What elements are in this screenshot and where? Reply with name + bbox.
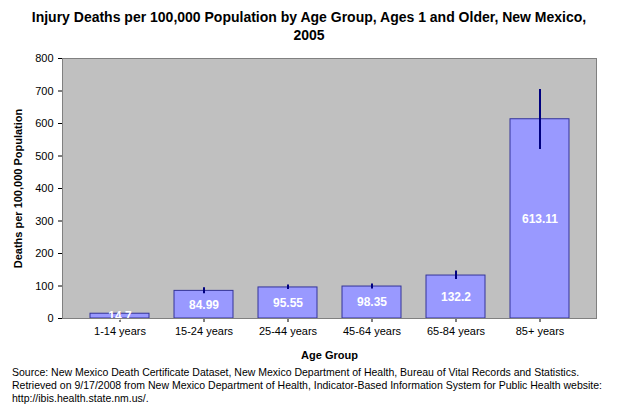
svg-text:600: 600	[35, 117, 53, 129]
html-text:Source: New Mexico Death Certi: Source: New Mexico Death Certificate Dat…	[12, 366, 602, 404]
svg-text:14.7: 14.7	[108, 309, 132, 323]
svg-text:45-64 years: 45-64 years	[343, 325, 402, 337]
svg-text:700: 700	[35, 85, 53, 97]
svg-text:200: 200	[35, 247, 53, 259]
svg-text:0: 0	[47, 312, 53, 324]
svg-text:400: 400	[35, 182, 53, 194]
svg-text:85+ years: 85+ years	[516, 325, 565, 337]
svg-text:100: 100	[35, 280, 53, 292]
html-text:Injury Deaths per 100,000 Popu: Injury Deaths per 100,000 Population by …	[31, 9, 587, 43]
svg-text:300: 300	[35, 215, 53, 227]
svg-text:15-24 years: 15-24 years	[175, 325, 234, 337]
svg-text:25-44 years: 25-44 years	[259, 325, 318, 337]
svg-text:84.99: 84.99	[189, 298, 219, 312]
svg-text:132.2: 132.2	[441, 290, 471, 304]
svg-text:1-14 years: 1-14 years	[94, 325, 146, 337]
svg-text:Age Group: Age Group	[301, 349, 358, 361]
svg-text:98.35: 98.35	[357, 295, 387, 309]
svg-text:500: 500	[35, 150, 53, 162]
svg-text:95.55: 95.55	[273, 296, 303, 310]
svg-text:800: 800	[35, 52, 53, 64]
svg-text:65-84 years: 65-84 years	[427, 325, 486, 337]
svg-text:Deaths per 100,000 Population: Deaths per 100,000 Population	[12, 108, 24, 268]
svg-text:613.11: 613.11	[522, 212, 558, 226]
